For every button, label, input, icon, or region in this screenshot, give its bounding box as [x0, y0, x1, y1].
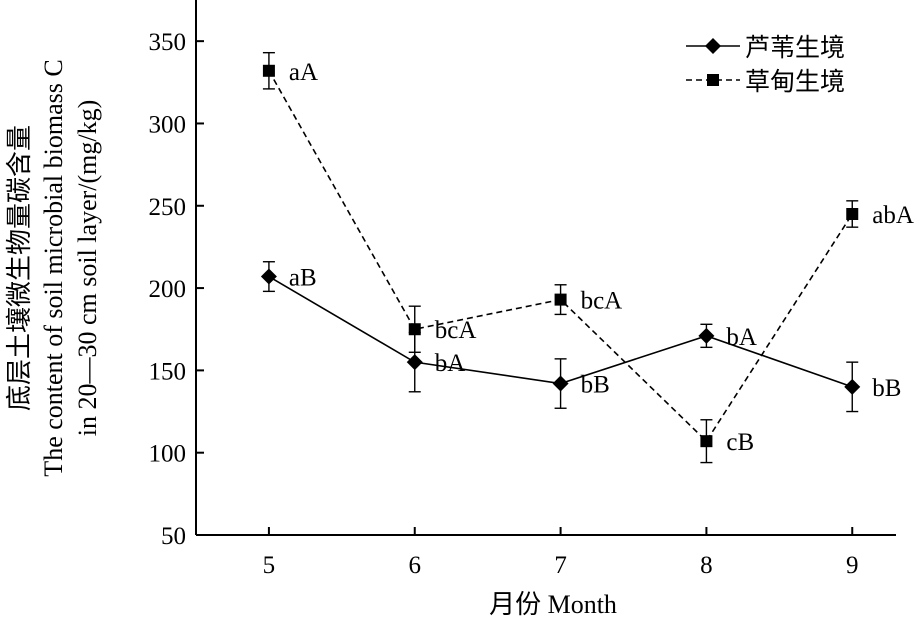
y-tick-label: 300	[149, 111, 187, 138]
series-2: aA bcA bcA cB abA	[262, 51, 914, 464]
data-label: bB	[872, 375, 901, 402]
data-point	[408, 323, 421, 336]
data-label: bcA	[581, 288, 623, 315]
data-label: bA	[435, 350, 466, 377]
data-point	[554, 293, 567, 306]
x-tick-label: 5	[263, 552, 276, 579]
data-point	[844, 378, 861, 395]
x-axis-title: 月份 Month	[489, 590, 617, 619]
y-axis-title: 底层土壤微生物量碳含量 The content of soil microbia…	[5, 59, 102, 476]
legend-label-meadow: 草甸生境	[745, 67, 845, 96]
data-label: bA	[726, 324, 757, 351]
y-axis-title-line-1: 底层土壤微生物量碳含量	[5, 125, 34, 411]
x-tick-label: 8	[700, 552, 713, 579]
data-label: aB	[289, 265, 317, 292]
data-label: bB	[581, 372, 610, 399]
y-tick-label: 350	[149, 29, 187, 56]
y-tick-label: 250	[149, 194, 187, 221]
legend-marker-meadow	[707, 74, 719, 86]
y-tick-label: 150	[149, 358, 187, 385]
x-tick-label: 7	[554, 552, 567, 579]
data-point	[846, 208, 859, 220]
data-point	[262, 64, 275, 77]
data-point	[406, 354, 423, 371]
data-point	[698, 327, 715, 344]
data-label: aA	[289, 59, 318, 86]
y-ticks: 50 100 150 200 250 300 350	[149, 29, 204, 550]
y-tick-label: 50	[161, 523, 186, 550]
data-label: bcA	[435, 317, 477, 344]
x-tick-label: 6	[409, 552, 422, 579]
x-tick-label: 9	[846, 552, 859, 579]
legend: 芦苇生境 草甸生境	[686, 33, 845, 96]
axes	[195, 0, 896, 536]
y-tick-label: 200	[149, 276, 187, 303]
data-label: abA	[872, 202, 914, 229]
y-tick-label: 100	[149, 441, 187, 468]
y-axis-title-line-3: in 20—30 cm soil layer/(mg/kg)	[73, 100, 102, 437]
legend-marker-reed	[705, 38, 721, 54]
data-point	[260, 268, 277, 285]
data-point	[700, 435, 713, 448]
data-point	[552, 375, 569, 392]
data-label: cB	[726, 429, 754, 456]
y-axis-title-line-2: The content of soil microbial biomass C	[39, 59, 68, 476]
series-layer: aB bA bB bA bB aA bcA bcA cB abA	[260, 51, 914, 464]
legend-label-reed: 芦苇生境	[745, 33, 845, 62]
series-1: aB bA bB bA bB	[260, 261, 901, 413]
x-ticks: 5 6 7 8 9	[263, 527, 859, 579]
